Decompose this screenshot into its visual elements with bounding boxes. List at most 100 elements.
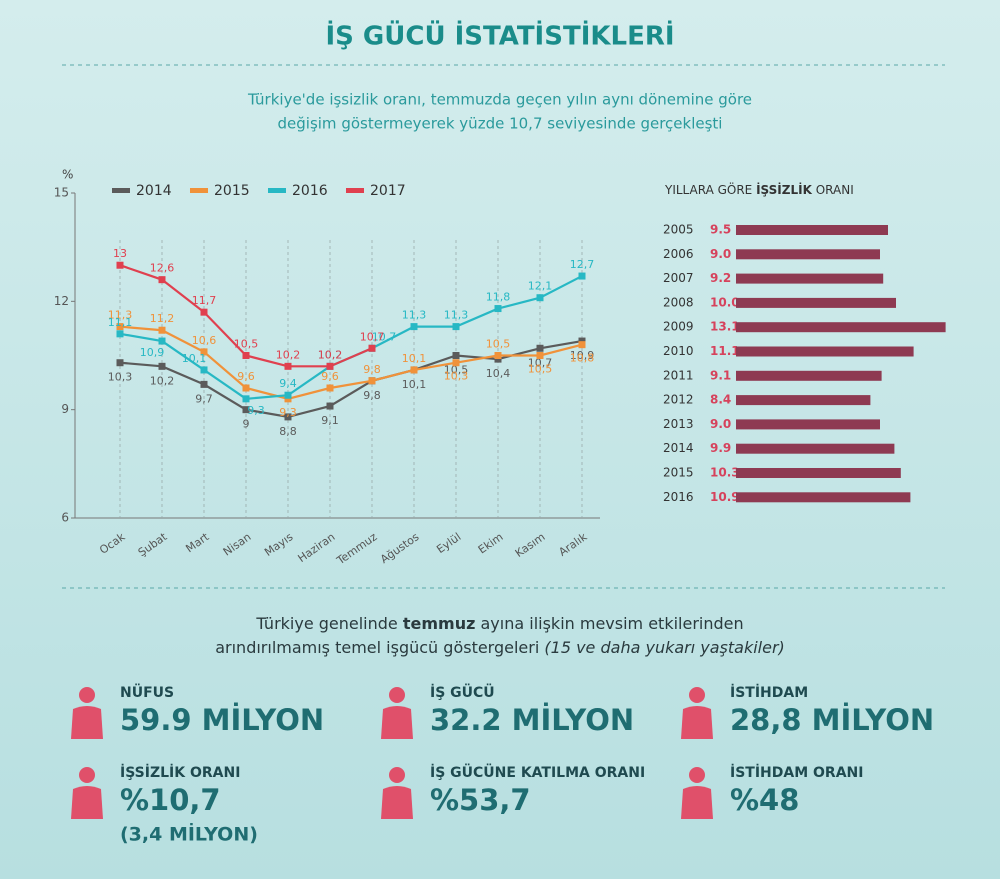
value-label: 11,8	[486, 291, 511, 304]
point	[116, 261, 124, 269]
y-tick-label: 2015	[663, 466, 694, 480]
stat-value: %53,7	[430, 783, 531, 817]
value-label: 10,5	[486, 338, 511, 351]
y-tick-label: 2007	[663, 271, 694, 285]
value-label: 10,4	[486, 367, 511, 380]
point	[284, 362, 292, 370]
value-label: 11,3	[402, 309, 427, 322]
bar-chart-title: YILLARA GÖRE İŞSİZLİK ORANI	[664, 181, 854, 197]
intro: arındırılmamış temel işgücü göstergeleri…	[215, 638, 785, 657]
subtitle: Türkiye'de işsizlik oranı, temmuzda geçe…	[247, 91, 752, 109]
value-label: 8,8	[279, 425, 297, 438]
point	[410, 323, 418, 331]
point	[284, 395, 292, 403]
value-label: 11,2	[150, 312, 175, 325]
icon-head	[389, 767, 405, 783]
y-tick-label: 12	[54, 294, 69, 308]
value-label: 9,8	[363, 389, 381, 402]
line-series	[119, 325, 583, 400]
stat-value: %48	[730, 783, 799, 817]
intro-part: arındırılmamış temel işgücü göstergeleri	[215, 638, 539, 657]
point	[242, 384, 250, 392]
bar	[736, 273, 884, 284]
legend-label: 2016	[292, 183, 328, 199]
line-series	[119, 339, 583, 419]
y-tick-label: 2014	[663, 441, 694, 455]
value-label: 10,5	[528, 363, 553, 376]
icon-body	[71, 706, 103, 739]
value-label: 9.0	[710, 247, 731, 261]
intro: Türkiye genelinde temmuz ayına ilişkin m…	[255, 614, 743, 633]
point	[158, 337, 166, 345]
stat-label: İŞ GÜCÜNE KATILMA ORANI	[430, 763, 645, 781]
value-label: 10,2	[150, 374, 175, 387]
stat-value: 32.2 MİLYON	[430, 703, 634, 737]
value-label: 9,3	[247, 404, 265, 417]
bar	[736, 297, 896, 308]
y-tick-label: 2009	[663, 320, 694, 334]
icon-head	[389, 687, 405, 703]
value-label: 9,8	[363, 363, 381, 376]
bar	[736, 443, 895, 454]
value-label: 9,7	[195, 392, 213, 405]
value-label: 9.0	[710, 417, 731, 431]
stat-label: İŞ GÜCÜ	[430, 683, 495, 701]
stat-icon	[681, 687, 713, 739]
bar	[736, 492, 911, 503]
value-label: 9,6	[237, 370, 255, 383]
value-label: 9.9	[710, 441, 731, 455]
value-label: 10,1	[182, 352, 207, 365]
value-label: 10.3	[710, 466, 740, 480]
icon-body	[681, 786, 713, 819]
value-label: 10,7	[360, 330, 385, 343]
point	[578, 337, 586, 345]
value-label: 10,9	[570, 349, 595, 362]
y-tick-label: 2012	[663, 393, 694, 407]
point	[578, 341, 586, 349]
value-label: 9,6	[321, 370, 339, 383]
stat-label: İSTİHDAM	[730, 684, 808, 701]
point	[578, 272, 586, 280]
subtitle: değişim göstermeyerek yüzde 10,7 seviyes…	[278, 115, 723, 133]
point	[200, 366, 208, 374]
bar	[736, 249, 880, 260]
value-label: 10,3	[444, 370, 469, 383]
y-tick-label: 2013	[663, 417, 694, 431]
value-label: 9.5	[710, 223, 731, 237]
value-label: 10,1	[402, 378, 427, 391]
point	[200, 308, 208, 316]
value-label: 8.4	[710, 393, 731, 407]
legend-label: 2017	[370, 183, 406, 199]
icon-body	[381, 706, 413, 739]
point	[158, 326, 166, 334]
value-label: 10,9	[140, 346, 165, 359]
intro-part: ayına ilişkin mevsim etkilerinden	[481, 614, 744, 633]
point	[452, 359, 460, 367]
value-label: 12,1	[528, 280, 553, 293]
icon-head	[689, 687, 705, 703]
point	[368, 377, 376, 385]
value-label: 10,3	[108, 371, 133, 384]
point	[200, 380, 208, 388]
point	[326, 362, 334, 370]
stat-icon	[381, 767, 413, 819]
stat-value: 28,8 MİLYON	[730, 703, 934, 737]
value-label: 13	[113, 247, 127, 260]
stat-value: 59.9 MİLYON	[120, 703, 324, 737]
value-label: 10,6	[192, 334, 217, 347]
point	[326, 402, 334, 410]
value-label: 11,1	[108, 316, 133, 329]
y-tick-label: 2010	[663, 344, 694, 358]
value-label: 10,7	[528, 356, 553, 369]
value-label: 12,6	[150, 262, 175, 275]
intro-part: (15 ve daha yukarı yaştakiler)	[544, 638, 784, 657]
stat-icon	[681, 767, 713, 819]
y-tick-label: 2005	[663, 223, 694, 237]
value-label: 9	[243, 418, 250, 431]
bar	[736, 468, 901, 478]
value-label: 11.1	[710, 344, 740, 358]
intro-part: Türkiye genelinde	[255, 614, 397, 633]
bar	[736, 225, 888, 235]
